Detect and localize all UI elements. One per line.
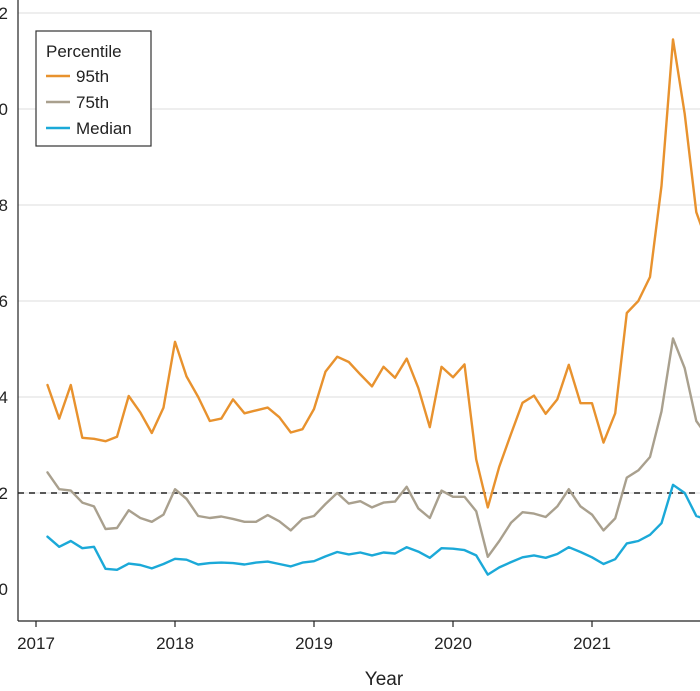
series-line-median: [46, 483, 700, 576]
x-axis-title: Year: [365, 669, 404, 690]
y-tick-label: 12: [0, 4, 8, 23]
legend-label-75th: 75th: [76, 93, 109, 112]
legend-label-median: Median: [76, 119, 132, 138]
x-tick-label: 2019: [295, 634, 333, 653]
x-axis: 2017 2018 2019 2020 2021: [17, 0, 700, 653]
y-axis: 0 2 4 6 8 10 12: [0, 4, 8, 599]
x-tick-label: 2017: [17, 634, 55, 653]
series-lines: [46, 38, 700, 576]
legend-title: Percentile: [46, 42, 122, 61]
series-line-95th: [46, 38, 700, 509]
legend-label-95th: 95th: [76, 67, 109, 86]
y-tick-label: 8: [0, 196, 8, 215]
y-tick-label: 0: [0, 580, 8, 599]
y-tick-label: 4: [0, 388, 8, 407]
x-tick-label: 2020: [434, 634, 472, 653]
x-tick-label: 2021: [573, 634, 611, 653]
series-line-75th: [46, 337, 700, 558]
y-tick-label: 6: [0, 292, 8, 311]
y-tick-label: 2: [0, 484, 8, 503]
legend: Percentile 95th 75th Median: [35, 30, 152, 147]
y-tick-label: 10: [0, 100, 8, 119]
x-tick-label: 2018: [156, 634, 194, 653]
